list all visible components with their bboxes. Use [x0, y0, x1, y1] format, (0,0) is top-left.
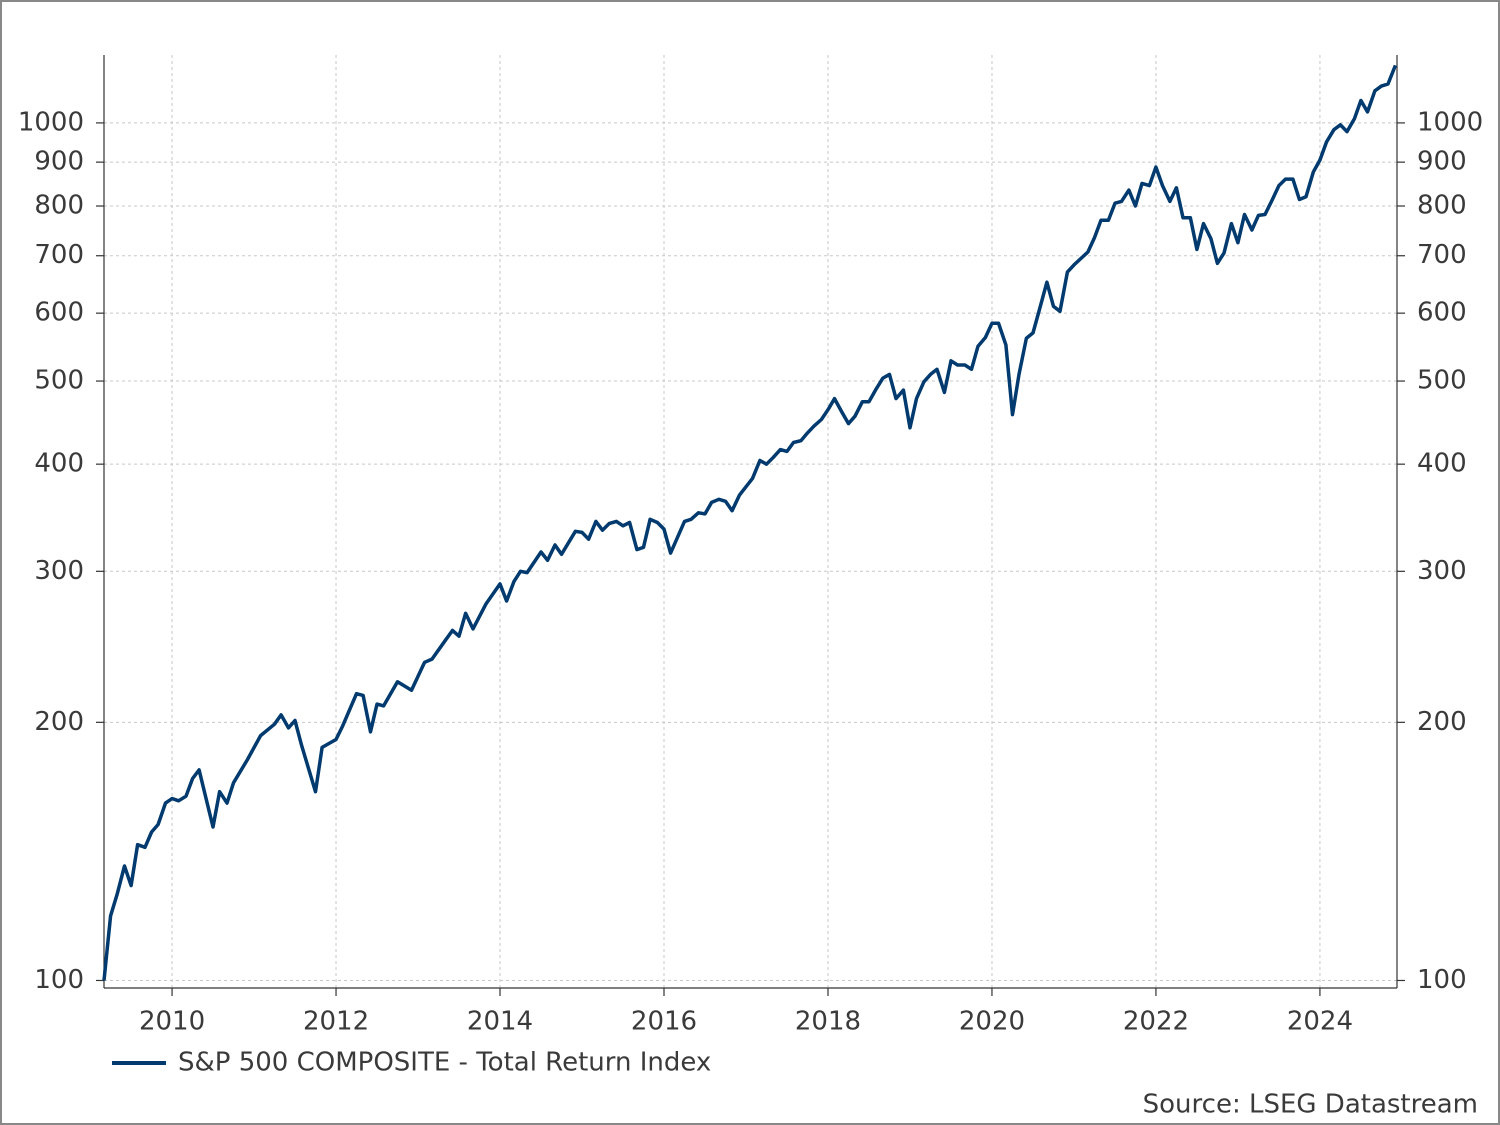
y2-tick-label: 100 — [1417, 965, 1467, 995]
y-tick-label: 100 — [34, 965, 84, 995]
x-tick-label: 2018 — [795, 1007, 861, 1037]
y-tick-label: 1000 — [18, 107, 84, 137]
y2-tick-label: 900 — [1417, 147, 1467, 177]
x-tick-label: 2010 — [139, 1007, 205, 1037]
x-tick-label: 2012 — [303, 1007, 369, 1037]
y2-tick-label: 400 — [1417, 449, 1467, 479]
y-tick-label: 300 — [34, 556, 84, 586]
y2-tick-label: 700 — [1417, 240, 1467, 270]
x-tick-label: 2020 — [959, 1007, 1025, 1037]
y-tick-label: 700 — [34, 240, 84, 270]
y-tick-label: 800 — [34, 191, 84, 221]
source-note: Source: LSEG Datastream — [1143, 1090, 1478, 1120]
data-line — [102, 64, 1398, 981]
y2-tick-label: 500 — [1417, 366, 1467, 396]
x-tick-label: 2022 — [1123, 1007, 1189, 1037]
y2-tick-label: 1000 — [1417, 107, 1483, 137]
legend-label: S&P 500 COMPOSITE - Total Return Index — [178, 1048, 711, 1078]
y-tick-label: 400 — [34, 449, 84, 479]
y2-tick-label: 800 — [1417, 191, 1467, 221]
y-tick-label: 500 — [34, 366, 84, 396]
y-tick-label: 200 — [34, 707, 84, 737]
x-tick-label: 2016 — [631, 1007, 697, 1037]
y-tick-label: 900 — [34, 147, 84, 177]
x-tick-label: 2024 — [1287, 1007, 1353, 1037]
x-tick-label: 2014 — [467, 1007, 533, 1037]
y2-tick-label: 300 — [1417, 556, 1467, 586]
y2-tick-label: 200 — [1417, 707, 1467, 737]
y-tick-label: 600 — [34, 298, 84, 328]
y2-tick-label: 600 — [1417, 298, 1467, 328]
